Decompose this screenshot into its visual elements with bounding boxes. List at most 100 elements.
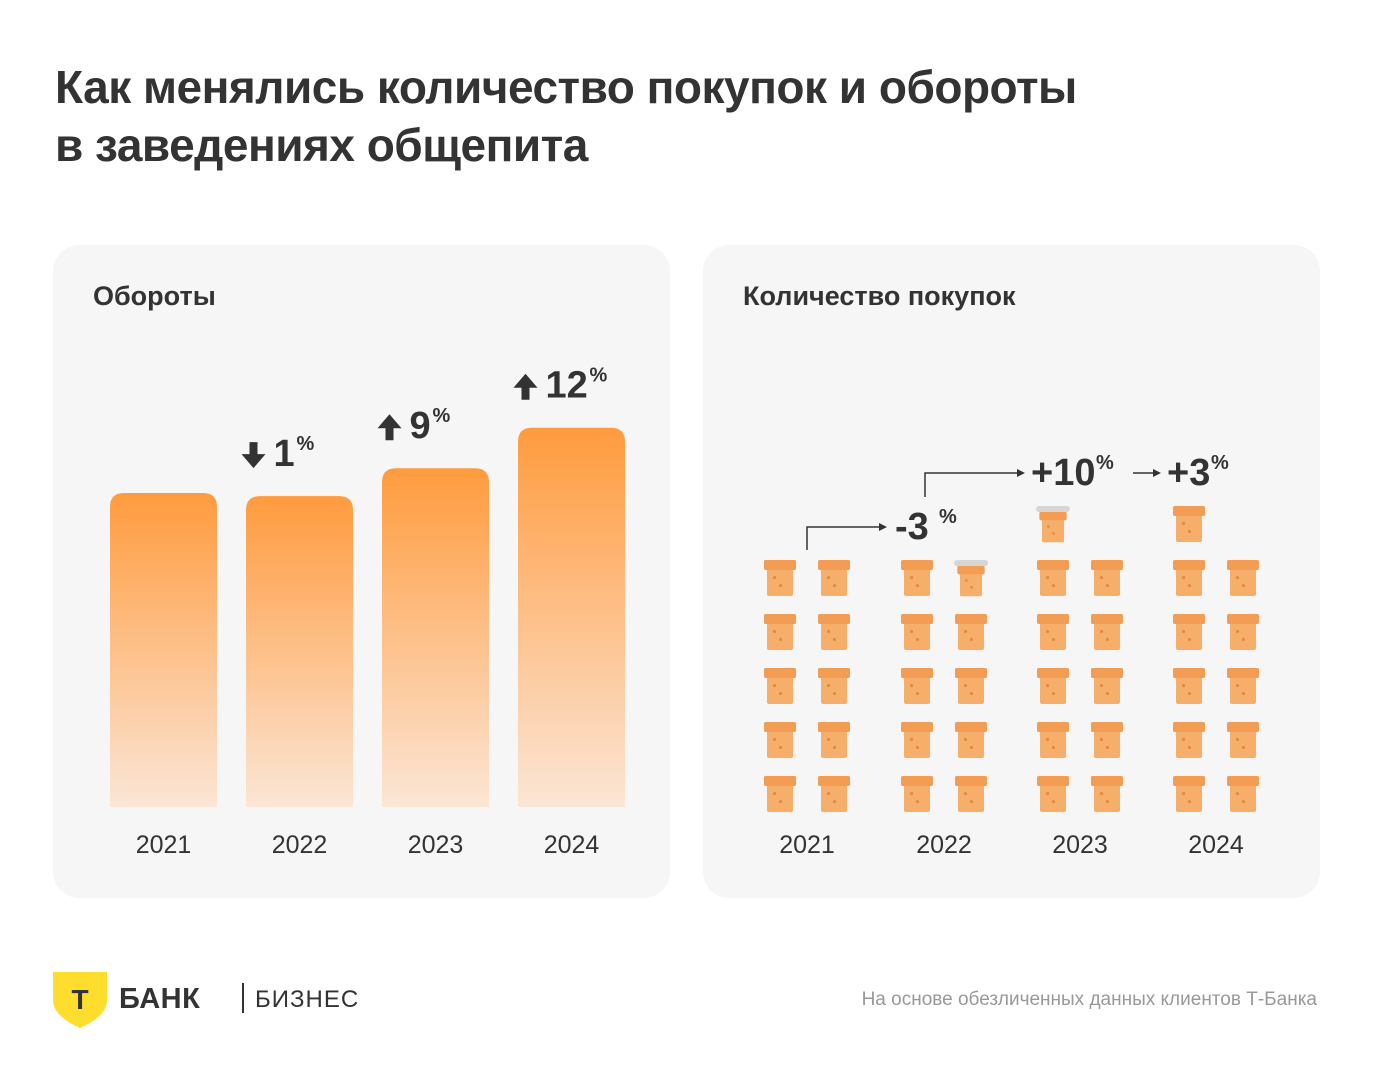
bread-slice-icon	[901, 722, 933, 758]
bread-slice-icon	[1091, 560, 1123, 596]
source-note: На основе обезличенных данных клиентов Т…	[861, 989, 1317, 1010]
purchases-panel: Количество покупок 2021 2022 2023 2024 -3% +1…	[703, 245, 1320, 898]
purchases-change-2022: -3%	[895, 506, 957, 548]
purchases-change-value: +3	[1167, 452, 1210, 494]
bread-slice-partial-icon	[957, 565, 985, 597]
purchases-group-2023	[1036, 506, 1123, 812]
turnover-x-label-2021: 2021	[136, 831, 192, 859]
purchases-x-label-2022: 2022	[916, 831, 972, 859]
bread-slice-icon	[1173, 506, 1205, 542]
purchases-change-unit: %	[1211, 452, 1229, 474]
bread-slice-icon	[1037, 614, 1069, 650]
bread-slice-icon	[901, 776, 933, 812]
bread-slice-icon	[818, 722, 850, 758]
bread-slice-icon	[1037, 560, 1069, 596]
purchases-x-label-2023: 2023	[1052, 831, 1108, 859]
turnover-change-unit: %	[433, 405, 451, 427]
shield-logo-icon: Т	[53, 972, 107, 1028]
turnover-change-2024: 12%	[513, 365, 608, 407]
bread-slice-icon	[1091, 614, 1123, 650]
bread-slice-icon	[955, 614, 987, 650]
purchases-change-2024: +3%	[1167, 452, 1229, 494]
purchases-x-label-2021: 2021	[779, 831, 835, 859]
bread-slice-icon	[955, 776, 987, 812]
purchases-change-2023: +10%	[1031, 452, 1114, 494]
logo-business-text: БИЗНЕС	[255, 986, 360, 1013]
logo-bank-text: БАНК	[119, 983, 201, 1015]
connector-2022-2023	[924, 472, 1019, 497]
turnover-chart: 2021 2022 1 % 2023 9 % 2024 12%	[110, 365, 625, 859]
purchases-chart: 2021 2022 2023 2024-3 %+10% +3%	[764, 452, 1259, 859]
turnover-bar-2023	[382, 468, 489, 807]
turnover-bar-2022	[246, 496, 353, 807]
removed-slice-mark	[954, 560, 988, 566]
turnover-bar-2021	[110, 493, 217, 807]
title-line-2: в заведениях общепита	[55, 119, 588, 171]
bread-slice-icon	[1227, 614, 1259, 650]
purchases-group-2024	[1173, 506, 1259, 812]
turnover-change-2022: 1%	[241, 433, 315, 475]
purchases-panel-title: Количество покупок	[743, 281, 1016, 311]
arrow-up-icon	[377, 414, 402, 441]
arrow-up-icon	[513, 373, 538, 400]
logo-divider	[242, 983, 244, 1013]
bread-slice-icon	[818, 614, 850, 650]
bread-slice-icon	[1173, 776, 1205, 812]
bread-slice-icon	[818, 668, 850, 704]
turnover-panel: Обороты 2021 2022 1% 2023 9% 2024 12%	[53, 245, 670, 898]
bread-slice-icon	[1173, 722, 1205, 758]
turnover-bar-2024	[518, 427, 625, 807]
arrowhead-icon	[1017, 469, 1025, 477]
connector-2021-2022	[806, 526, 881, 550]
bread-slice-icon	[1227, 560, 1259, 596]
purchases-connectors	[806, 469, 1161, 550]
bread-slice-icon	[1173, 614, 1205, 650]
bread-slice-icon	[901, 614, 933, 650]
logo-letter: Т	[71, 984, 88, 1015]
bread-slice-icon	[1037, 668, 1069, 704]
bread-slice-icon	[764, 560, 796, 596]
bread-slice-icon	[1091, 776, 1123, 812]
bread-slice-icon	[1227, 668, 1259, 704]
turnover-x-label-2022: 2022	[272, 831, 328, 859]
purchases-change-unit: %	[939, 506, 957, 528]
purchases-x-label-2024: 2024	[1188, 831, 1244, 859]
bread-slice-icon	[1173, 560, 1205, 596]
bread-slice-partial-icon	[1039, 511, 1067, 543]
bread-slice-icon	[1091, 722, 1123, 758]
purchases-group-2022	[901, 560, 988, 812]
bread-slice-icon	[901, 560, 933, 596]
turnover-change-unit: %	[590, 365, 608, 387]
bread-slice-icon	[1227, 776, 1259, 812]
turnover-panel-title: Обороты	[93, 281, 216, 311]
turnover-change-2023: 9%	[377, 405, 451, 447]
arrow-down-icon	[241, 442, 266, 469]
turnover-change-unit: %	[297, 433, 315, 455]
bread-slice-icon	[1227, 722, 1259, 758]
turnover-change-value: 9	[410, 405, 431, 447]
title-line-1: Как менялись количество покупок и оборот…	[55, 61, 1077, 113]
page-title: Как менялись количество покупок и оборот…	[55, 58, 1315, 174]
purchases-group-2021	[764, 560, 850, 812]
bread-slice-icon	[955, 668, 987, 704]
purchases-change-value: +10	[1031, 452, 1095, 494]
purchases-change-value: -3	[895, 506, 929, 548]
bread-slice-icon	[818, 776, 850, 812]
turnover-change-value: 1	[274, 433, 295, 475]
bread-slice-icon	[764, 776, 796, 812]
bread-slice-icon	[955, 722, 987, 758]
arrowhead-icon	[879, 523, 887, 531]
bread-slice-icon	[764, 668, 796, 704]
bread-slice-icon	[901, 668, 933, 704]
removed-slice-mark	[1036, 506, 1070, 512]
bread-slice-icon	[1037, 722, 1069, 758]
tbank-business-logo: Т БАНК БИЗНЕС	[53, 972, 393, 1028]
bread-slice-icon	[818, 560, 850, 596]
bread-slice-icon	[764, 614, 796, 650]
arrowhead-icon	[1153, 469, 1161, 477]
turnover-change-value: 12	[546, 365, 588, 407]
turnover-x-label-2024: 2024	[544, 831, 600, 859]
bread-slice-icon	[764, 722, 796, 758]
bread-slice-icon	[1091, 668, 1123, 704]
purchases-change-unit: %	[1096, 452, 1114, 474]
